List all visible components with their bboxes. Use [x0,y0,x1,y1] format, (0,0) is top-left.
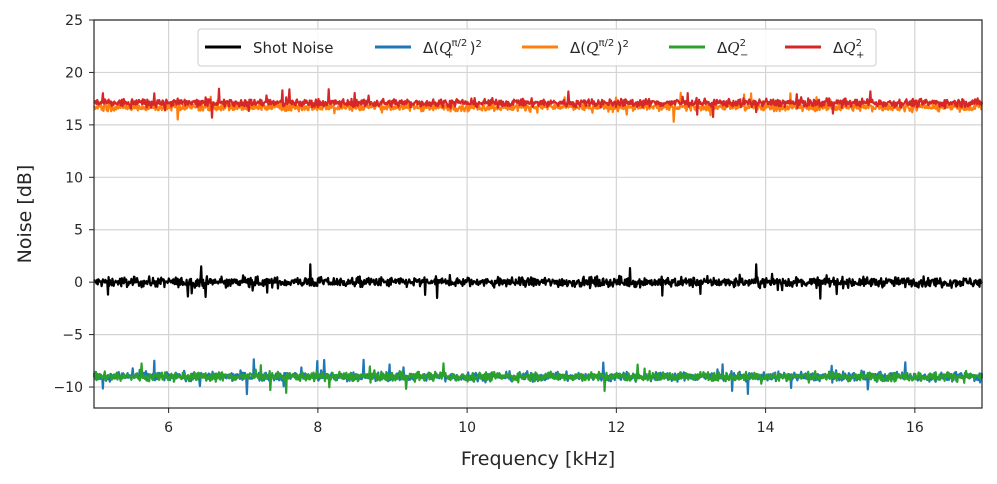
x-tick-label: 8 [313,420,322,436]
x-tick-label: 12 [607,420,625,436]
series-group [92,87,984,396]
svg-text:ΔQ2+: ΔQ2 + [833,38,864,61]
y-tick-label: 15 [65,118,83,134]
y-tick-label: 0 [74,275,83,291]
svg-text:ΔQ2−: ΔQ2− [717,38,748,61]
y-tick-label: 20 [65,65,83,81]
y-tick-label: −5 [62,328,83,344]
legend-label-shot-noise: Shot Noise [253,39,333,57]
y-tick-label: −10 [53,380,83,396]
series-line-3 [92,362,984,394]
x-tick-label: 6 [164,420,173,436]
x-tick-label: 16 [906,420,924,436]
series-line-4 [93,87,984,119]
y-axis-label: Noise [dB] [14,165,36,264]
legend: Shot Noise Δ(Qπ/2 +)2 Δ(Qπ/2−)2 ΔQ2− ΔQ2 + [197,28,877,67]
y-tick-label: 10 [65,170,83,186]
grid [94,19,982,408]
y-tick-label: 25 [65,13,83,29]
series-line-0 [93,263,984,300]
x-tick-label: 14 [757,420,775,436]
series-line-2 [93,91,983,123]
x-tick-label: 10 [458,420,476,436]
axis-ticks: 6 8 10 12 14 16 −10 −5 0 5 10 15 20 25 [53,13,923,436]
legend-label-green: ΔQ2− [717,38,748,61]
x-axis-label: Frequency [kHz] [461,448,615,470]
y-tick-label: 5 [74,223,83,239]
plot-frame [93,19,983,409]
legend-label-red: ΔQ2 + [833,38,864,61]
